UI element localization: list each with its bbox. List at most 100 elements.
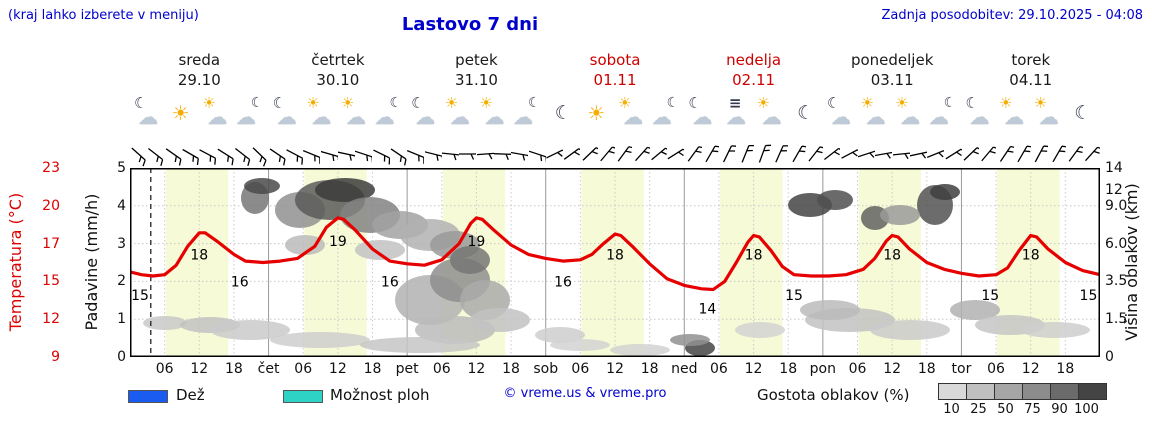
temp-tick: 9 bbox=[51, 349, 60, 365]
cloud-cover-blob bbox=[355, 240, 405, 260]
cloud-cover-blob bbox=[735, 322, 785, 338]
wind-barb-icon bbox=[754, 140, 771, 167]
x-tick-day: tor bbox=[951, 361, 972, 377]
wind-barb-icon bbox=[771, 140, 789, 167]
precip-tick: 5 bbox=[117, 160, 126, 176]
wind-barb-icon bbox=[286, 140, 304, 167]
temperature-value-label: 19 bbox=[468, 234, 486, 250]
x-tick-hour: 18 bbox=[917, 361, 936, 377]
wind-barb-icon bbox=[615, 140, 633, 167]
day-name: nedelja bbox=[726, 51, 782, 69]
sun-icon: ☀ bbox=[171, 101, 190, 125]
wind-barb-icon bbox=[598, 140, 616, 167]
cloud-cover-blob bbox=[315, 178, 375, 202]
precip-tick: 1 bbox=[117, 311, 126, 328]
cloud-height-tick: 12 bbox=[1105, 182, 1123, 198]
temperature-value-label: 18 bbox=[745, 248, 763, 264]
wind-barb-icon bbox=[165, 140, 182, 167]
cloud-cover-blob bbox=[950, 300, 1000, 320]
sun-cloud-icon: ☀ ☁ bbox=[202, 94, 228, 129]
temperature-value-label: 15 bbox=[785, 288, 803, 304]
wind-barb-icon bbox=[581, 140, 598, 167]
wind-barb-icon bbox=[234, 140, 251, 167]
wind-barb-icon bbox=[217, 140, 234, 167]
sun-cloud-icon: ☀ ☁ bbox=[1033, 94, 1059, 129]
wind-barb-icon bbox=[269, 140, 286, 167]
wind-barb-icon bbox=[788, 140, 806, 167]
wind-barb-icon bbox=[944, 140, 962, 167]
temperature-value-label: 18 bbox=[190, 248, 208, 264]
day-header-četrtek: četrtek 30.10 bbox=[269, 50, 408, 94]
day-name: četrtek bbox=[311, 51, 365, 69]
wind-barb-icon bbox=[685, 140, 702, 167]
wind-barb-icon bbox=[823, 140, 841, 167]
wind-barb-icon bbox=[390, 140, 407, 167]
moon-icon: ☾ bbox=[554, 102, 572, 124]
temperature-curve bbox=[130, 216, 1100, 292]
wind-barb-icon bbox=[962, 140, 979, 167]
day-date: 04.11 bbox=[1009, 71, 1053, 89]
wind-barb-icon bbox=[667, 140, 685, 167]
temperature-value-label: 15 bbox=[1080, 288, 1098, 304]
temp-tick: 20 bbox=[42, 197, 60, 214]
moon-cloud-icon: ☾ ☁ bbox=[965, 94, 990, 129]
x-tick-hour: 06 bbox=[155, 361, 174, 377]
wind-barb-icon bbox=[806, 140, 823, 167]
meteogram-plot: 15 18 16 19 16 19 16 18 14 18 15 18 15 18 15 bbox=[130, 168, 1100, 357]
wind-barb-icon bbox=[528, 140, 546, 167]
day-date: 01.11 bbox=[593, 71, 637, 89]
temperature-value-label: 16 bbox=[381, 275, 399, 291]
cloud-density-box bbox=[938, 383, 967, 400]
moon-cloud-icon: ☾ ☁ bbox=[272, 94, 297, 129]
x-tick-hour: 18 bbox=[640, 361, 659, 377]
daylight-band bbox=[581, 168, 644, 357]
wind-barb-icon bbox=[424, 140, 442, 167]
x-tick-hour: 12 bbox=[606, 361, 624, 377]
cloud-density-tick: 10 bbox=[943, 402, 960, 417]
showers-legend-swatch bbox=[283, 390, 323, 403]
x-tick-hour: 12 bbox=[467, 361, 486, 377]
day-name: petek bbox=[455, 51, 498, 69]
moon-icon: ☾ bbox=[1074, 102, 1092, 124]
cloud-density-scale bbox=[938, 383, 1107, 400]
cloud-cover-blob bbox=[930, 184, 960, 200]
wind-barb-icon bbox=[355, 140, 373, 167]
sun-cloud-icon: ☀ ☁ bbox=[479, 94, 505, 129]
x-tick-hour: 06 bbox=[710, 361, 728, 377]
location-menu-hint: (kraj lahko izberete v meniju) bbox=[8, 8, 199, 23]
wind-barb-icon bbox=[338, 140, 356, 167]
day-header-nedelja: nedelja 02.11 bbox=[684, 50, 823, 94]
cloud-density-tick: 75 bbox=[1024, 402, 1041, 417]
cloud-moon-icon: ☾ ☁ bbox=[651, 95, 680, 129]
day-date: 31.10 bbox=[454, 71, 498, 89]
last-update-text: Zadnja posodobitev: 29.10.2025 - 04:08 bbox=[881, 8, 1143, 23]
sun-cloud-icon: ☀ ☁ bbox=[306, 94, 332, 129]
wind-barb-icon bbox=[996, 140, 1014, 167]
wind-barb-icon bbox=[927, 140, 945, 167]
precip-tick: 0 bbox=[117, 349, 126, 365]
x-tick-day: ned bbox=[671, 361, 698, 377]
sun-cloud-icon: ☀ ☁ bbox=[895, 94, 921, 129]
copyright-link[interactable]: © vreme.us & vreme.pro bbox=[503, 386, 667, 401]
cloud-cover-blob bbox=[470, 308, 530, 332]
cloud-density-tick: 50 bbox=[997, 402, 1014, 417]
x-tick-hour: 18 bbox=[779, 361, 798, 377]
cloud-cover-blob bbox=[360, 337, 480, 353]
cloud-cover-blob bbox=[285, 235, 325, 255]
page-title: Lastovo 7 dni bbox=[401, 14, 539, 35]
showers-legend-label: Možnost ploh bbox=[330, 386, 430, 404]
cloud-height-tick: 1.5 bbox=[1105, 311, 1128, 327]
day-header-petek: petek 31.10 bbox=[407, 50, 546, 94]
temperature-axis-label: Temperatura (°C) bbox=[6, 192, 25, 332]
wind-barb-icon bbox=[1083, 140, 1101, 167]
temperature-value-label: 14 bbox=[698, 302, 716, 318]
cloud-cover-blob bbox=[550, 339, 610, 351]
wind-barb-icon bbox=[857, 140, 875, 167]
wind-barb-icon bbox=[979, 140, 997, 167]
sun-icon: ☀ bbox=[587, 101, 606, 125]
cloud-moon-icon: ☾ ☁ bbox=[513, 95, 541, 129]
day-date: 29.10 bbox=[177, 71, 221, 89]
wind-barbs-row bbox=[130, 140, 1101, 167]
cloud-density-tick: 100 bbox=[1074, 402, 1099, 417]
cloud-cover-blob bbox=[817, 190, 853, 210]
